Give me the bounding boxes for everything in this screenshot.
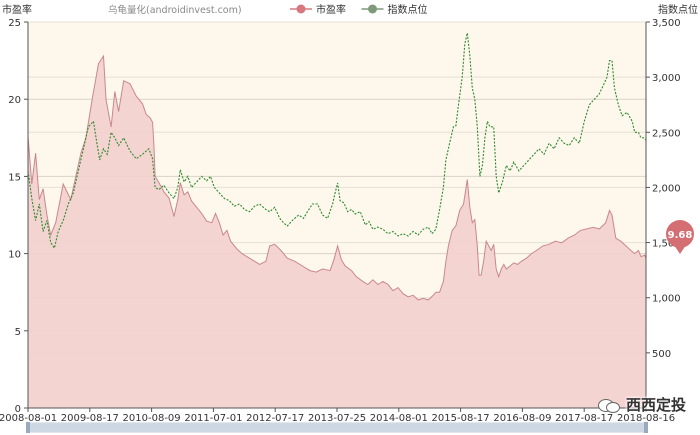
wechat-icon [597,397,620,413]
legend: 市盈率 指数点位 [290,3,428,16]
pe-area [27,54,647,408]
legend-item-2[interactable]: 指数点位 [361,3,428,16]
scrollbar-handle-right [644,422,648,433]
x-tick-label: 2014-08-01 [370,413,428,424]
x-tick-label: 2016-08-09 [493,413,551,424]
pe-line [27,54,647,301]
left-tick-label: 5 [15,327,21,338]
wechat-watermark: 西西定投 [597,394,686,415]
index-series-line [27,32,647,250]
x-tick-label: 2017-08-17 [555,413,613,424]
x-tick-label: 2018-08-16 [617,413,675,424]
index-line [27,32,647,250]
left-tick-label: 20 [8,95,21,106]
x-axis-ticks: 2008-08-01 2009-08-17 2010-08-09 2011-07-01… [0,408,675,424]
value-badge: 9.68 [666,220,694,254]
badge-circle [666,220,694,248]
x-tick-label: 2012-07-17 [246,413,304,424]
right-tick-label: 2,000 [652,183,681,194]
right-tick-label: 500 [652,349,671,360]
badge-value: 9.68 [668,230,693,241]
left-tick-label: 10 [8,250,21,261]
right-tick-label: 3,000 [652,73,681,84]
right-tick-label: 2,500 [652,128,681,139]
left-axis-label: 市盈率 [2,3,32,16]
right-tick-label: 3,500 [652,18,681,29]
watermark-text: 西西定投 [625,396,686,414]
legend-label: 市盈率 [316,3,346,16]
watermark-source: 乌龟量化(androidinvest.com) [108,4,242,16]
right-tick-label: 1,500 [652,239,681,250]
x-tick-label: 2008-08-01 [0,413,57,424]
left-axis-ticks: 0 5 10 15 20 25 [8,18,28,415]
legend-label: 指数点位 [388,3,428,16]
badge-pointer [674,245,686,254]
right-axis-label: 指数点位 [658,3,698,16]
x-tick-label: 2010-08-09 [123,413,181,424]
right-tick-label: 1,000 [652,294,681,305]
legend-marker [368,4,377,14]
right-axis-ticks: 500 1,000 1,500 2,000 2,500 3,000 3,500 [646,18,681,360]
left-tick-label: 0 [15,404,21,415]
x-tick-label: 2011-07-01 [184,413,242,424]
x-tick-label: 2009-08-17 [61,413,119,424]
legend-marker [296,4,306,14]
scrollbar-handle-left [26,422,30,433]
left-tick-label: 25 [8,18,21,29]
x-tick-label: 2013-07-25 [308,413,366,424]
zoom-scrollbar[interactable] [26,422,648,433]
scrollbar-thumb [28,424,646,431]
legend-item-1[interactable]: 市盈率 [290,3,346,16]
pe-area-fill [28,56,646,408]
x-tick-label: 2015-08-17 [432,413,490,424]
left-tick-label: 15 [8,172,21,183]
